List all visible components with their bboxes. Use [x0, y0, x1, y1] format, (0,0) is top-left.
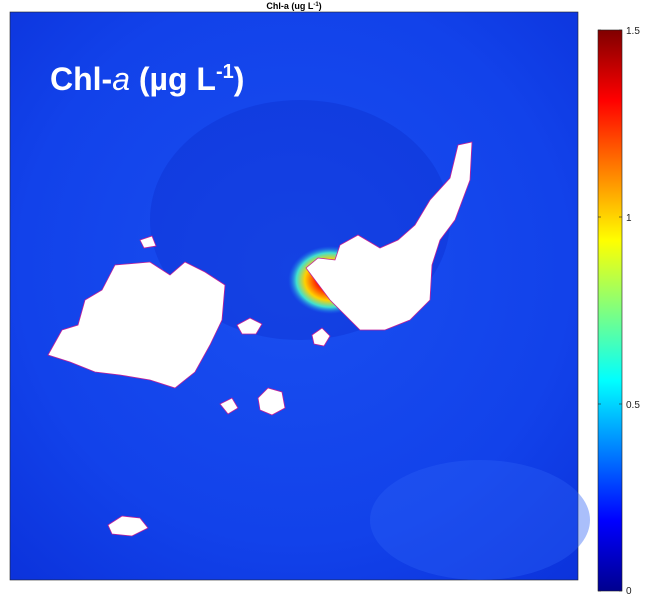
overlay-suffix: ) — [234, 61, 245, 97]
overlay-text: Chl- — [50, 61, 112, 97]
colorbar-tick-label: 1.5 — [626, 26, 640, 37]
island-west — [47, 261, 226, 389]
title-superscript: -1 — [313, 2, 319, 8]
light-eddy — [370, 460, 590, 580]
islet-4 — [107, 515, 149, 537]
colorbar-tick-label: 0.5 — [626, 400, 640, 411]
colorbar-tick-label: 1 — [626, 213, 632, 224]
islet-6 — [139, 235, 157, 249]
islet-2 — [311, 327, 331, 347]
islet-1 — [257, 387, 286, 416]
islands — [47, 141, 473, 537]
map-panel: Chl-a (µg L-1) — [9, 11, 590, 581]
colorbar-tick-label: 0 — [626, 586, 632, 595]
map-title: Chl-a (ug L-1) — [266, 1, 321, 11]
islet-3 — [236, 317, 263, 335]
title-suffix: ) — [319, 1, 322, 11]
islet-5 — [219, 397, 239, 415]
overlay-unit: (µg L — [130, 61, 216, 97]
colorbar — [597, 29, 623, 592]
island-east — [305, 141, 473, 331]
overlay-label: Chl-a (µg L-1) — [50, 61, 244, 97]
overlay-superscript: -1 — [216, 61, 234, 83]
overlay-italic: a — [112, 61, 130, 97]
colorbar-ticks: 0 0.5 1 1.5 — [598, 26, 640, 597]
title-text: Chl-a (ug L — [266, 1, 313, 11]
